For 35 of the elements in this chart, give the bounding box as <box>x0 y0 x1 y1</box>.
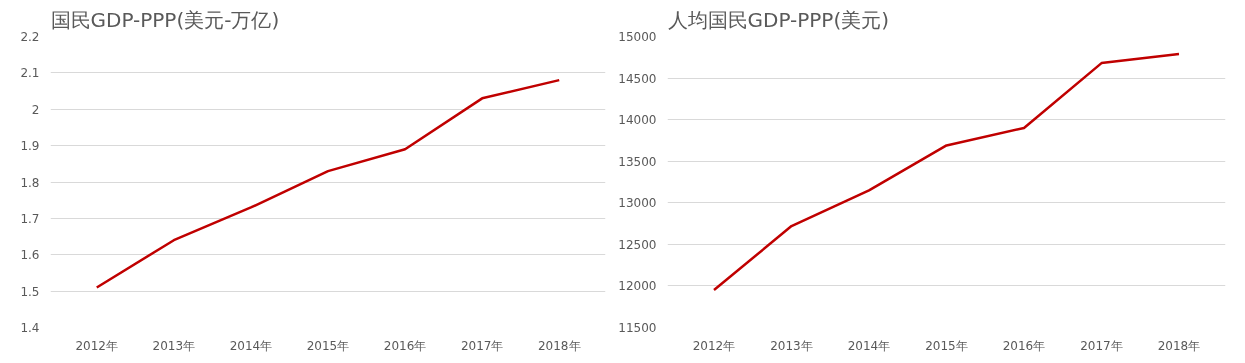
x-tick-label: 2017年 <box>460 338 504 353</box>
x-tick-label: 2018年 <box>1157 338 1201 353</box>
y-tick-label: 14500 <box>618 71 657 86</box>
line-series <box>712 52 1181 292</box>
y-tick-label: 2.1 <box>20 66 40 81</box>
line-series <box>95 78 561 289</box>
y-tick-label: 1.7 <box>20 211 40 226</box>
x-tick-label: 2017年 <box>1080 338 1123 353</box>
y-tick-label: 2 <box>31 102 40 117</box>
y-tick-label: 12500 <box>618 237 657 252</box>
y-tick-label: 2.2 <box>20 30 40 44</box>
y-tick-label: 12000 <box>618 279 657 294</box>
chart-title: 人均国民GDP-PPP(美元) <box>667 7 890 32</box>
y-tick-label: 15000 <box>618 30 657 44</box>
y-tick-label: 14000 <box>618 113 657 128</box>
x-tick-label: 2015年 <box>306 338 350 353</box>
x-tick-label: 2018年 <box>537 338 581 353</box>
y-tick-label: 1.4 <box>20 321 40 335</box>
y-tick-label: 13000 <box>618 196 657 211</box>
x-tick-label: 2016年 <box>1002 338 1046 353</box>
x-tick-label: 2015年 <box>925 338 968 353</box>
y-tick-label: 1.8 <box>20 175 40 190</box>
x-tick-label: 2013年 <box>770 338 813 353</box>
y-tick-label: 1.9 <box>20 139 40 154</box>
chart-title: 国民GDP-PPP(美元-万亿) <box>50 7 280 32</box>
x-tick-label: 2013年 <box>152 338 196 353</box>
x-tick-label: 2016年 <box>383 338 427 353</box>
x-tick-label: 2014年 <box>847 338 891 353</box>
y-tick-label: 13500 <box>618 154 657 169</box>
y-tick-label: 1.6 <box>20 248 40 263</box>
x-tick-label: 2012年 <box>692 338 736 353</box>
y-tick-label: 1.5 <box>20 284 40 299</box>
x-tick-label: 2014年 <box>229 338 273 353</box>
y-tick-label: 11500 <box>618 321 657 335</box>
x-tick-label: 2012年 <box>75 338 119 353</box>
